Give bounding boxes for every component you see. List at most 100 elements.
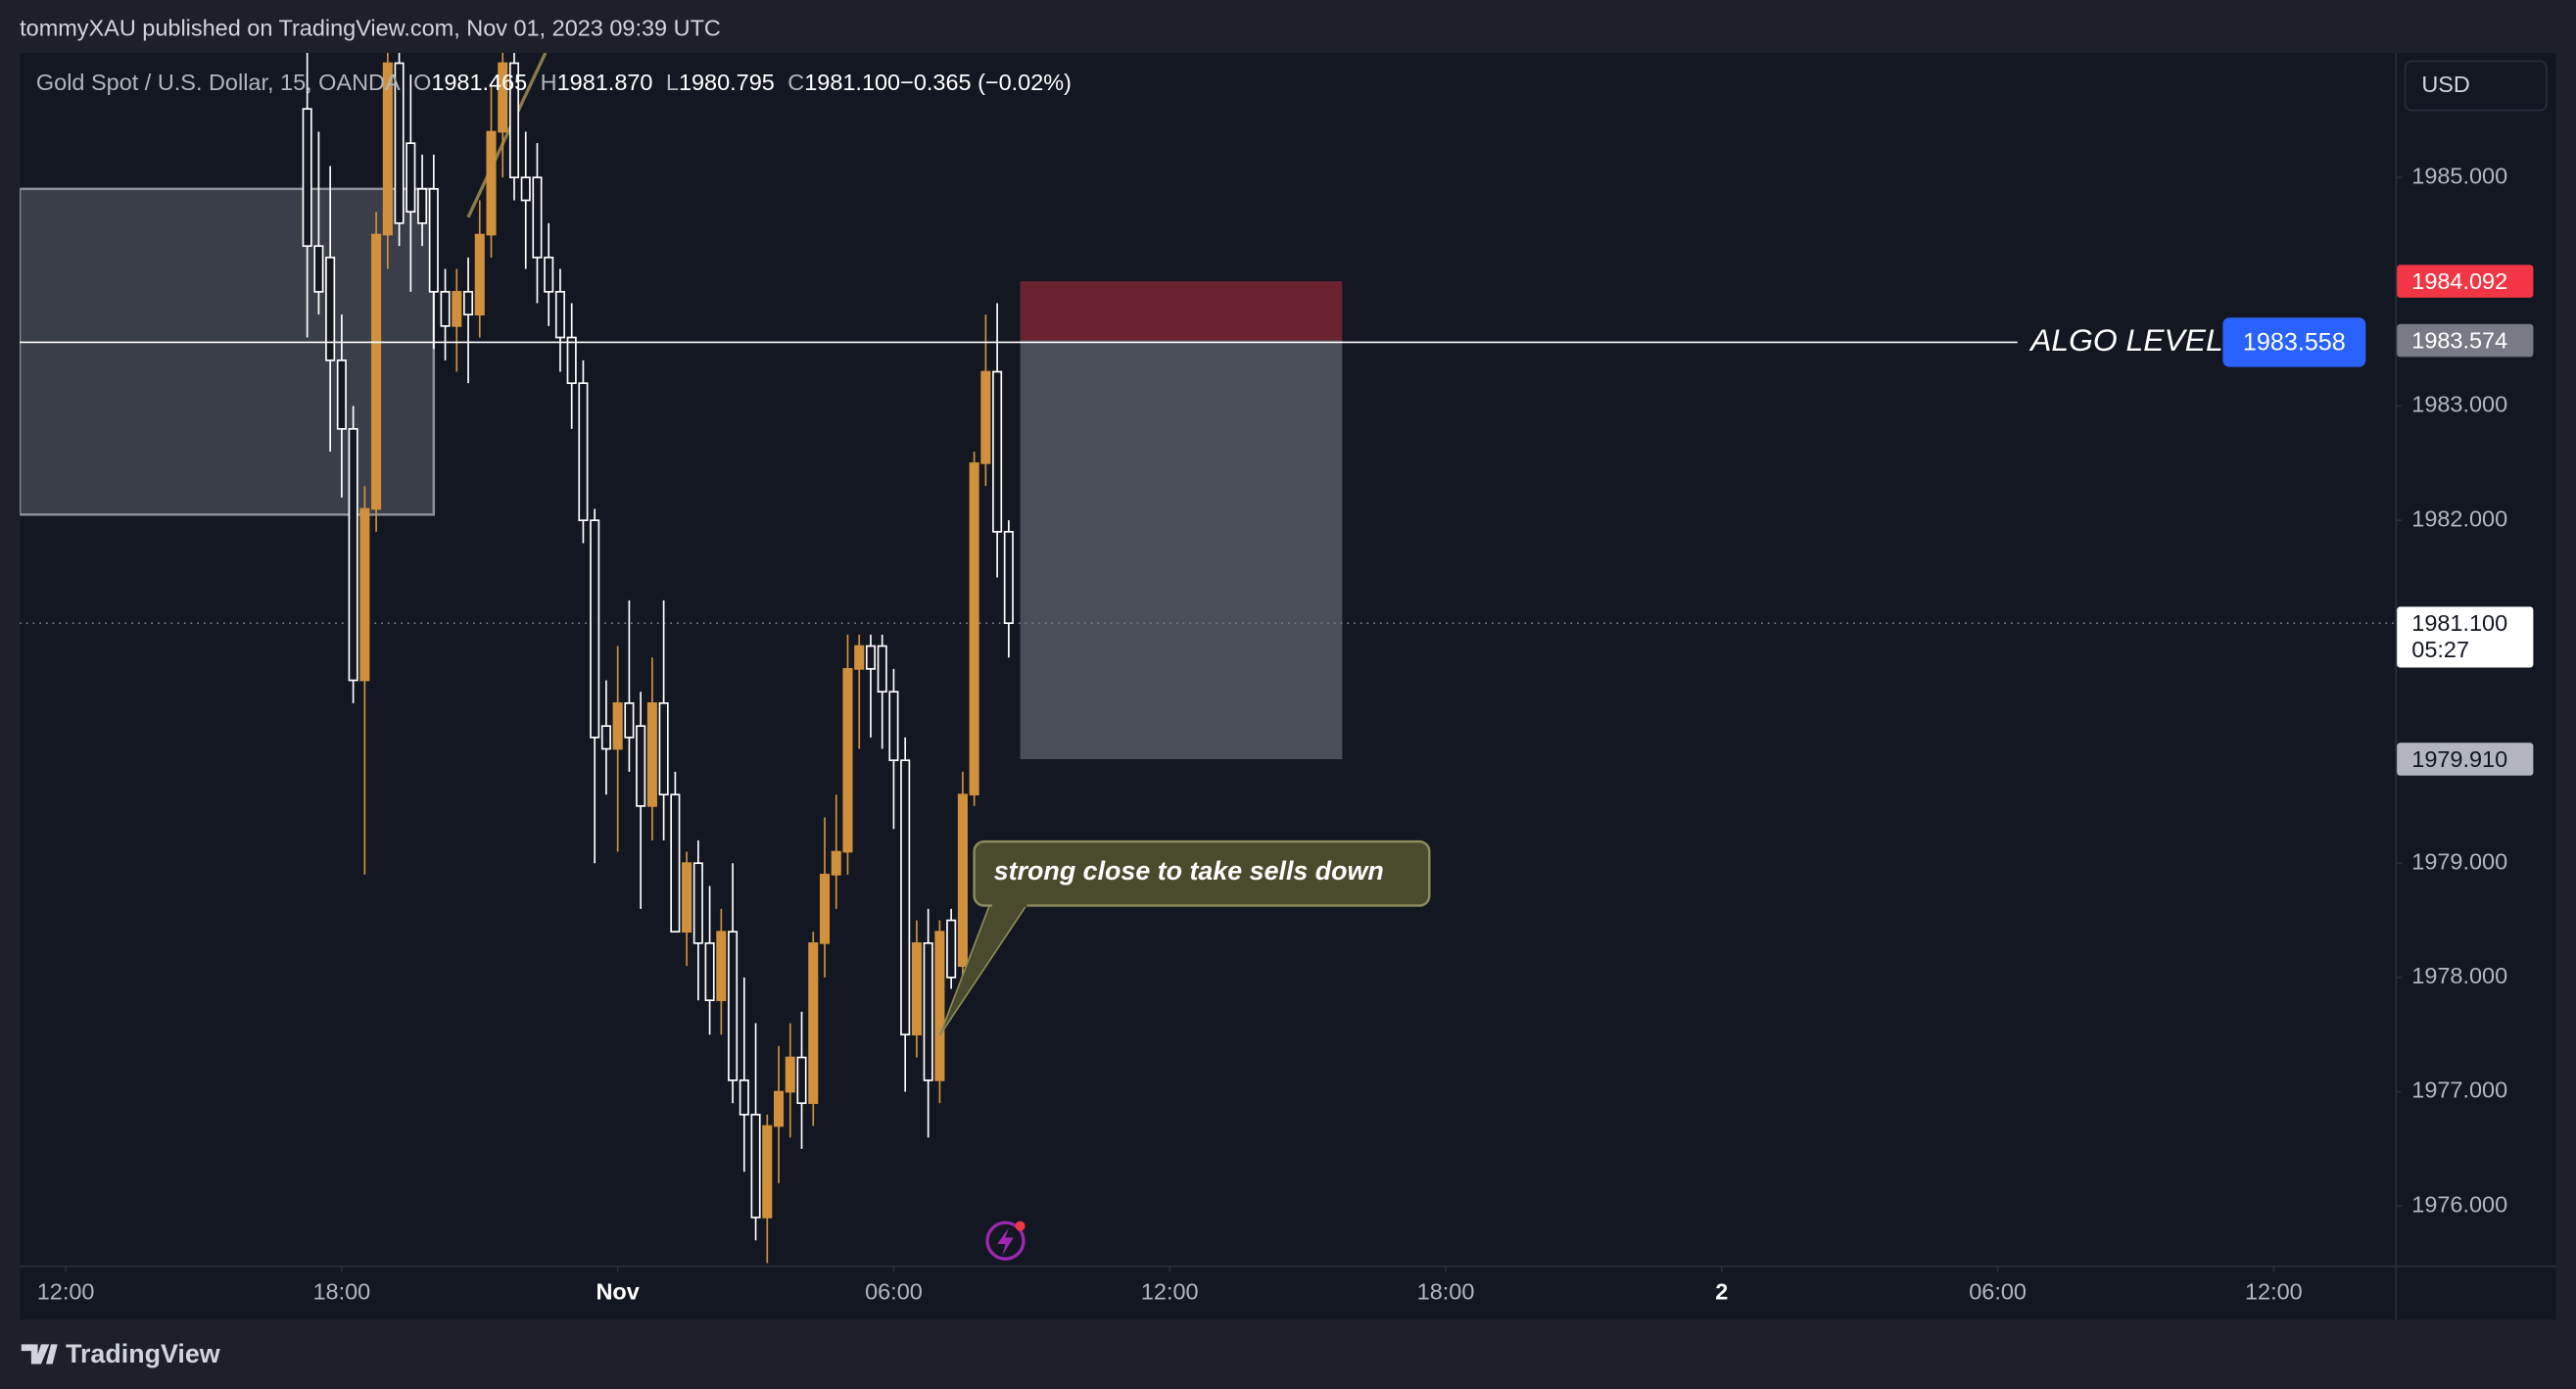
x-tick-label: 12:00 xyxy=(2245,1279,2303,1305)
last-price-tag xyxy=(2397,606,2534,668)
candle-body xyxy=(923,942,933,1081)
candle-body xyxy=(750,1114,761,1219)
legend-key: C xyxy=(787,70,804,95)
candle-body xyxy=(336,359,347,430)
x-tick-label: 12:00 xyxy=(1141,1279,1199,1305)
candle-body xyxy=(452,291,462,327)
candle-body xyxy=(578,382,589,522)
candle-body xyxy=(692,862,703,944)
candle-body xyxy=(636,725,646,807)
candle-body xyxy=(716,931,727,1002)
candle-body xyxy=(428,188,439,293)
legend-value: 1981.100 xyxy=(804,70,900,95)
last-price-label: 1981.100 xyxy=(2411,610,2507,636)
candle-body xyxy=(348,428,358,682)
price-tag xyxy=(2397,264,2534,298)
y-tick-label: 1977.000 xyxy=(2411,1078,2507,1103)
price-tag-label: 1979.910 xyxy=(2411,746,2507,772)
candle-body xyxy=(417,188,428,224)
candle-body xyxy=(658,702,669,796)
algo-label: ALGO LEVEL xyxy=(2028,322,2223,358)
alert-icon[interactable] xyxy=(985,1221,1026,1261)
candle-body xyxy=(313,245,324,293)
legend: Gold Spot / U.S. Dollar, 15, OANDA O1981.… xyxy=(36,70,1072,95)
candle-body xyxy=(946,919,957,979)
alert-dot xyxy=(1015,1221,1026,1231)
legend-value: 1981.465 xyxy=(431,70,527,95)
price-tag-label: 1983.574 xyxy=(2411,327,2507,353)
candle-body xyxy=(486,130,497,236)
countdown: 05:27 xyxy=(2411,637,2469,662)
candle-body xyxy=(842,668,853,853)
candle-body xyxy=(934,931,945,1081)
candle-body xyxy=(359,507,370,682)
candle-body xyxy=(554,291,565,339)
x-tick-label: 06:00 xyxy=(1969,1279,2027,1305)
candle-body xyxy=(302,108,312,248)
candle-body xyxy=(682,862,692,934)
y-tick-label: 1979.000 xyxy=(2411,848,2507,874)
trend-line xyxy=(466,53,548,218)
candle-body xyxy=(520,176,531,202)
brand[interactable]: TradingView xyxy=(66,1339,220,1368)
candle-body xyxy=(566,336,577,385)
candle-body xyxy=(808,942,819,1105)
x-tick-label: 2 xyxy=(1715,1279,1728,1305)
x-tick-label: Nov xyxy=(596,1279,639,1305)
currency-box[interactable] xyxy=(2404,60,2548,112)
candle-body xyxy=(865,645,876,670)
candle-body xyxy=(474,233,485,316)
y-tick-label: 1982.000 xyxy=(2411,505,2507,531)
candle-body xyxy=(405,142,416,214)
alert-bolt xyxy=(997,1227,1014,1256)
candle-body xyxy=(796,1056,807,1105)
candle-body xyxy=(532,176,543,259)
callout-seam xyxy=(992,900,1027,908)
candle-body xyxy=(704,942,715,1002)
zone xyxy=(20,187,436,516)
plot xyxy=(20,53,2396,1264)
candle-body xyxy=(819,874,831,944)
candle-body xyxy=(888,691,899,762)
candle-body xyxy=(1003,531,1014,625)
candle-body xyxy=(670,793,681,934)
stop-zone xyxy=(1020,281,1343,341)
target-zone xyxy=(1020,340,1343,760)
legend-value: 1980.795 xyxy=(679,70,775,95)
candle-body xyxy=(739,1079,749,1116)
candle-body xyxy=(762,1125,773,1219)
callout-text: strong close to take sells down xyxy=(994,856,1384,886)
candle-body xyxy=(600,725,611,750)
candle-body xyxy=(462,291,474,316)
candle-body xyxy=(325,257,336,361)
candle-body xyxy=(992,370,1003,533)
symbol: Gold Spot / U.S. Dollar, 15, OANDA xyxy=(36,70,401,95)
legend-key: L xyxy=(666,70,679,95)
candle-body xyxy=(612,702,623,750)
candle-body xyxy=(774,1090,785,1127)
candle-body xyxy=(831,850,841,876)
candle-body xyxy=(508,62,520,179)
candle-body xyxy=(371,233,382,510)
candle-body xyxy=(728,931,739,1081)
candle-body xyxy=(624,702,635,739)
legend-value: 1981.870 xyxy=(557,70,653,95)
logo-mark xyxy=(21,1344,58,1365)
x-tick-label: 18:00 xyxy=(313,1279,371,1305)
callout xyxy=(973,839,1431,907)
candle-body xyxy=(440,291,451,327)
algo-tag xyxy=(2222,317,2366,367)
y-tick-label: 1985.000 xyxy=(2411,163,2507,188)
candle-body xyxy=(785,1056,795,1093)
price-tag xyxy=(2397,742,2534,776)
price-tag xyxy=(2397,323,2534,358)
candle-body xyxy=(394,62,405,224)
candle-body xyxy=(877,645,887,694)
currency[interactable]: USD xyxy=(2421,72,2470,97)
candle-body xyxy=(590,519,600,739)
legend-key: H xyxy=(541,70,557,95)
legend-value: −0.365 (−0.02%) xyxy=(900,70,1072,95)
candle-body xyxy=(382,62,393,236)
candle-body xyxy=(911,942,922,1036)
